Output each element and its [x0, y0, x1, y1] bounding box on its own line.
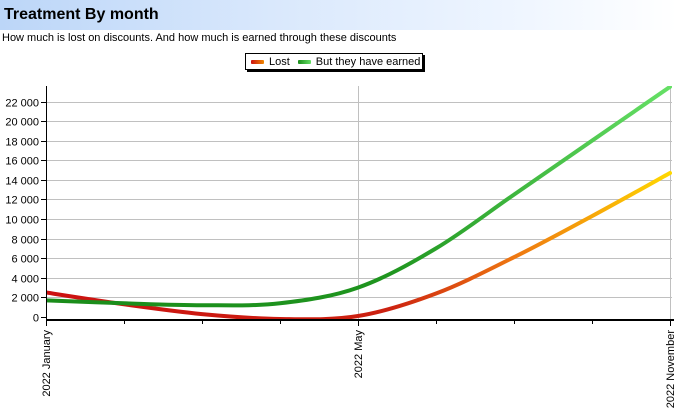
legend-item-earned[interactable]: But they have earned: [297, 55, 421, 68]
y-tick-label: 12 000: [5, 195, 39, 207]
legend-item-lost[interactable]: Lost: [251, 56, 290, 68]
y-tick-label: 8 000: [11, 235, 39, 247]
title-bar: Treatment By month: [0, 0, 678, 30]
y-tick-label: 20 000: [5, 117, 39, 129]
series-layer: [46, 86, 672, 320]
legend-label-lost: Lost: [269, 55, 290, 68]
grid-layer: [46, 86, 672, 320]
y-tick-label: 22 000: [5, 98, 39, 110]
legend-label-earned: But they have earned: [315, 55, 421, 68]
chart-title: Treatment By month: [4, 6, 159, 23]
x-tick-label: 2022 January: [41, 330, 53, 397]
y-tick-label: 6 000: [11, 254, 39, 266]
y-tick-label: 4 000: [11, 274, 39, 286]
y-tick-label: 18 000: [5, 137, 39, 149]
x-tick-label: 2022 November: [665, 330, 677, 409]
series-line-lost: [46, 171, 672, 320]
legend: Lost But they have earned: [245, 53, 423, 70]
y-tick-label: 10 000: [5, 215, 39, 227]
series-line-earned: [46, 86, 672, 308]
y-tick-label: 0: [33, 313, 39, 325]
y-tick-label: 16 000: [5, 156, 39, 168]
y-tick-label: 14 000: [5, 176, 39, 188]
legend-swatch-earned: [297, 59, 311, 64]
chart-subtitle: How much is lost on discounts. And how m…: [2, 32, 397, 44]
legend-swatch-lost: [251, 59, 264, 64]
x-tick-label: 2022 May: [353, 330, 365, 379]
axis-layer: 0 2 000 4 000 6 000 8 000 10 000 12 000 14 000 1…: [5, 86, 677, 408]
y-tick-label: 2 000: [11, 293, 39, 305]
